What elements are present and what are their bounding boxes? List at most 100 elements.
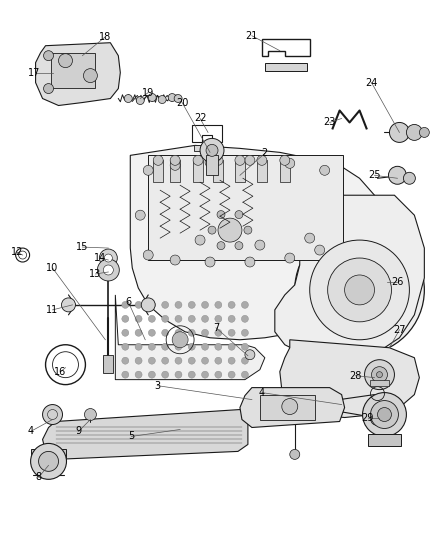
Circle shape [345,275,374,305]
Circle shape [97,259,119,281]
Text: 11: 11 [46,305,59,315]
Circle shape [371,367,388,383]
Circle shape [175,316,182,322]
Bar [206,155,218,175]
Circle shape [389,123,410,142]
Circle shape [122,357,129,364]
Text: 13: 13 [89,269,102,279]
Circle shape [193,155,203,165]
Text: 4: 4 [259,387,265,398]
Circle shape [162,357,169,364]
Circle shape [162,343,169,350]
Circle shape [135,343,142,350]
Circle shape [85,409,96,421]
Text: 10: 10 [46,263,59,273]
Circle shape [215,316,222,322]
Circle shape [122,329,129,336]
Text: 4: 4 [28,426,34,437]
Bar [194,146,219,151]
Circle shape [201,343,208,350]
Circle shape [241,316,248,322]
Circle shape [205,157,215,167]
Circle shape [245,257,255,267]
Circle shape [371,401,399,429]
Circle shape [305,233,314,243]
Circle shape [295,225,424,355]
Circle shape [245,350,255,360]
Bar [260,394,314,419]
Circle shape [170,255,180,265]
Bar [148,155,343,260]
Circle shape [200,139,224,163]
Circle shape [148,329,155,336]
Polygon shape [130,146,381,340]
Circle shape [419,127,429,138]
Bar [31,449,67,462]
Circle shape [188,343,195,350]
Circle shape [122,301,129,309]
Polygon shape [275,195,424,360]
Circle shape [403,172,415,184]
Text: 21: 21 [246,31,258,41]
Circle shape [282,399,298,415]
Circle shape [61,298,75,312]
Circle shape [175,343,182,350]
Circle shape [148,94,156,101]
Text: 17: 17 [28,68,41,78]
Circle shape [162,301,169,309]
Circle shape [188,371,195,378]
Text: 2: 2 [262,148,268,158]
Circle shape [280,155,290,165]
Circle shape [290,449,300,459]
Circle shape [148,316,155,322]
Circle shape [188,357,195,364]
Circle shape [158,95,166,103]
Circle shape [135,371,142,378]
Circle shape [228,357,235,364]
Circle shape [201,316,208,322]
Circle shape [217,241,225,249]
Circle shape [99,249,117,267]
Circle shape [377,372,382,378]
Circle shape [215,301,222,309]
Circle shape [328,258,392,322]
Circle shape [389,166,406,184]
Bar [170,160,180,182]
Circle shape [59,54,72,68]
Circle shape [148,301,155,309]
Text: 14: 14 [94,253,106,263]
Circle shape [201,329,208,336]
Text: 20: 20 [176,98,188,108]
Circle shape [122,343,129,350]
Circle shape [148,371,155,378]
Circle shape [257,155,267,165]
Circle shape [241,343,248,350]
Circle shape [244,226,252,234]
Text: 5: 5 [128,431,134,441]
Bar [50,53,95,87]
Circle shape [235,211,243,219]
Circle shape [135,357,142,364]
Circle shape [170,160,180,171]
Circle shape [188,329,195,336]
Circle shape [135,316,142,322]
Circle shape [217,211,225,219]
Circle shape [215,343,222,350]
Circle shape [228,343,235,350]
Circle shape [235,155,245,165]
Circle shape [170,155,180,165]
Circle shape [245,155,255,165]
Polygon shape [115,295,265,379]
Circle shape [241,301,248,309]
Circle shape [143,165,153,175]
Text: 28: 28 [350,370,362,381]
Bar [153,160,163,182]
Text: 7: 7 [213,323,219,333]
Circle shape [175,301,182,309]
Bar [265,63,307,71]
Bar [103,355,113,373]
Circle shape [241,329,248,336]
Text: 12: 12 [11,247,23,257]
Circle shape [314,245,325,255]
Circle shape [135,329,142,336]
